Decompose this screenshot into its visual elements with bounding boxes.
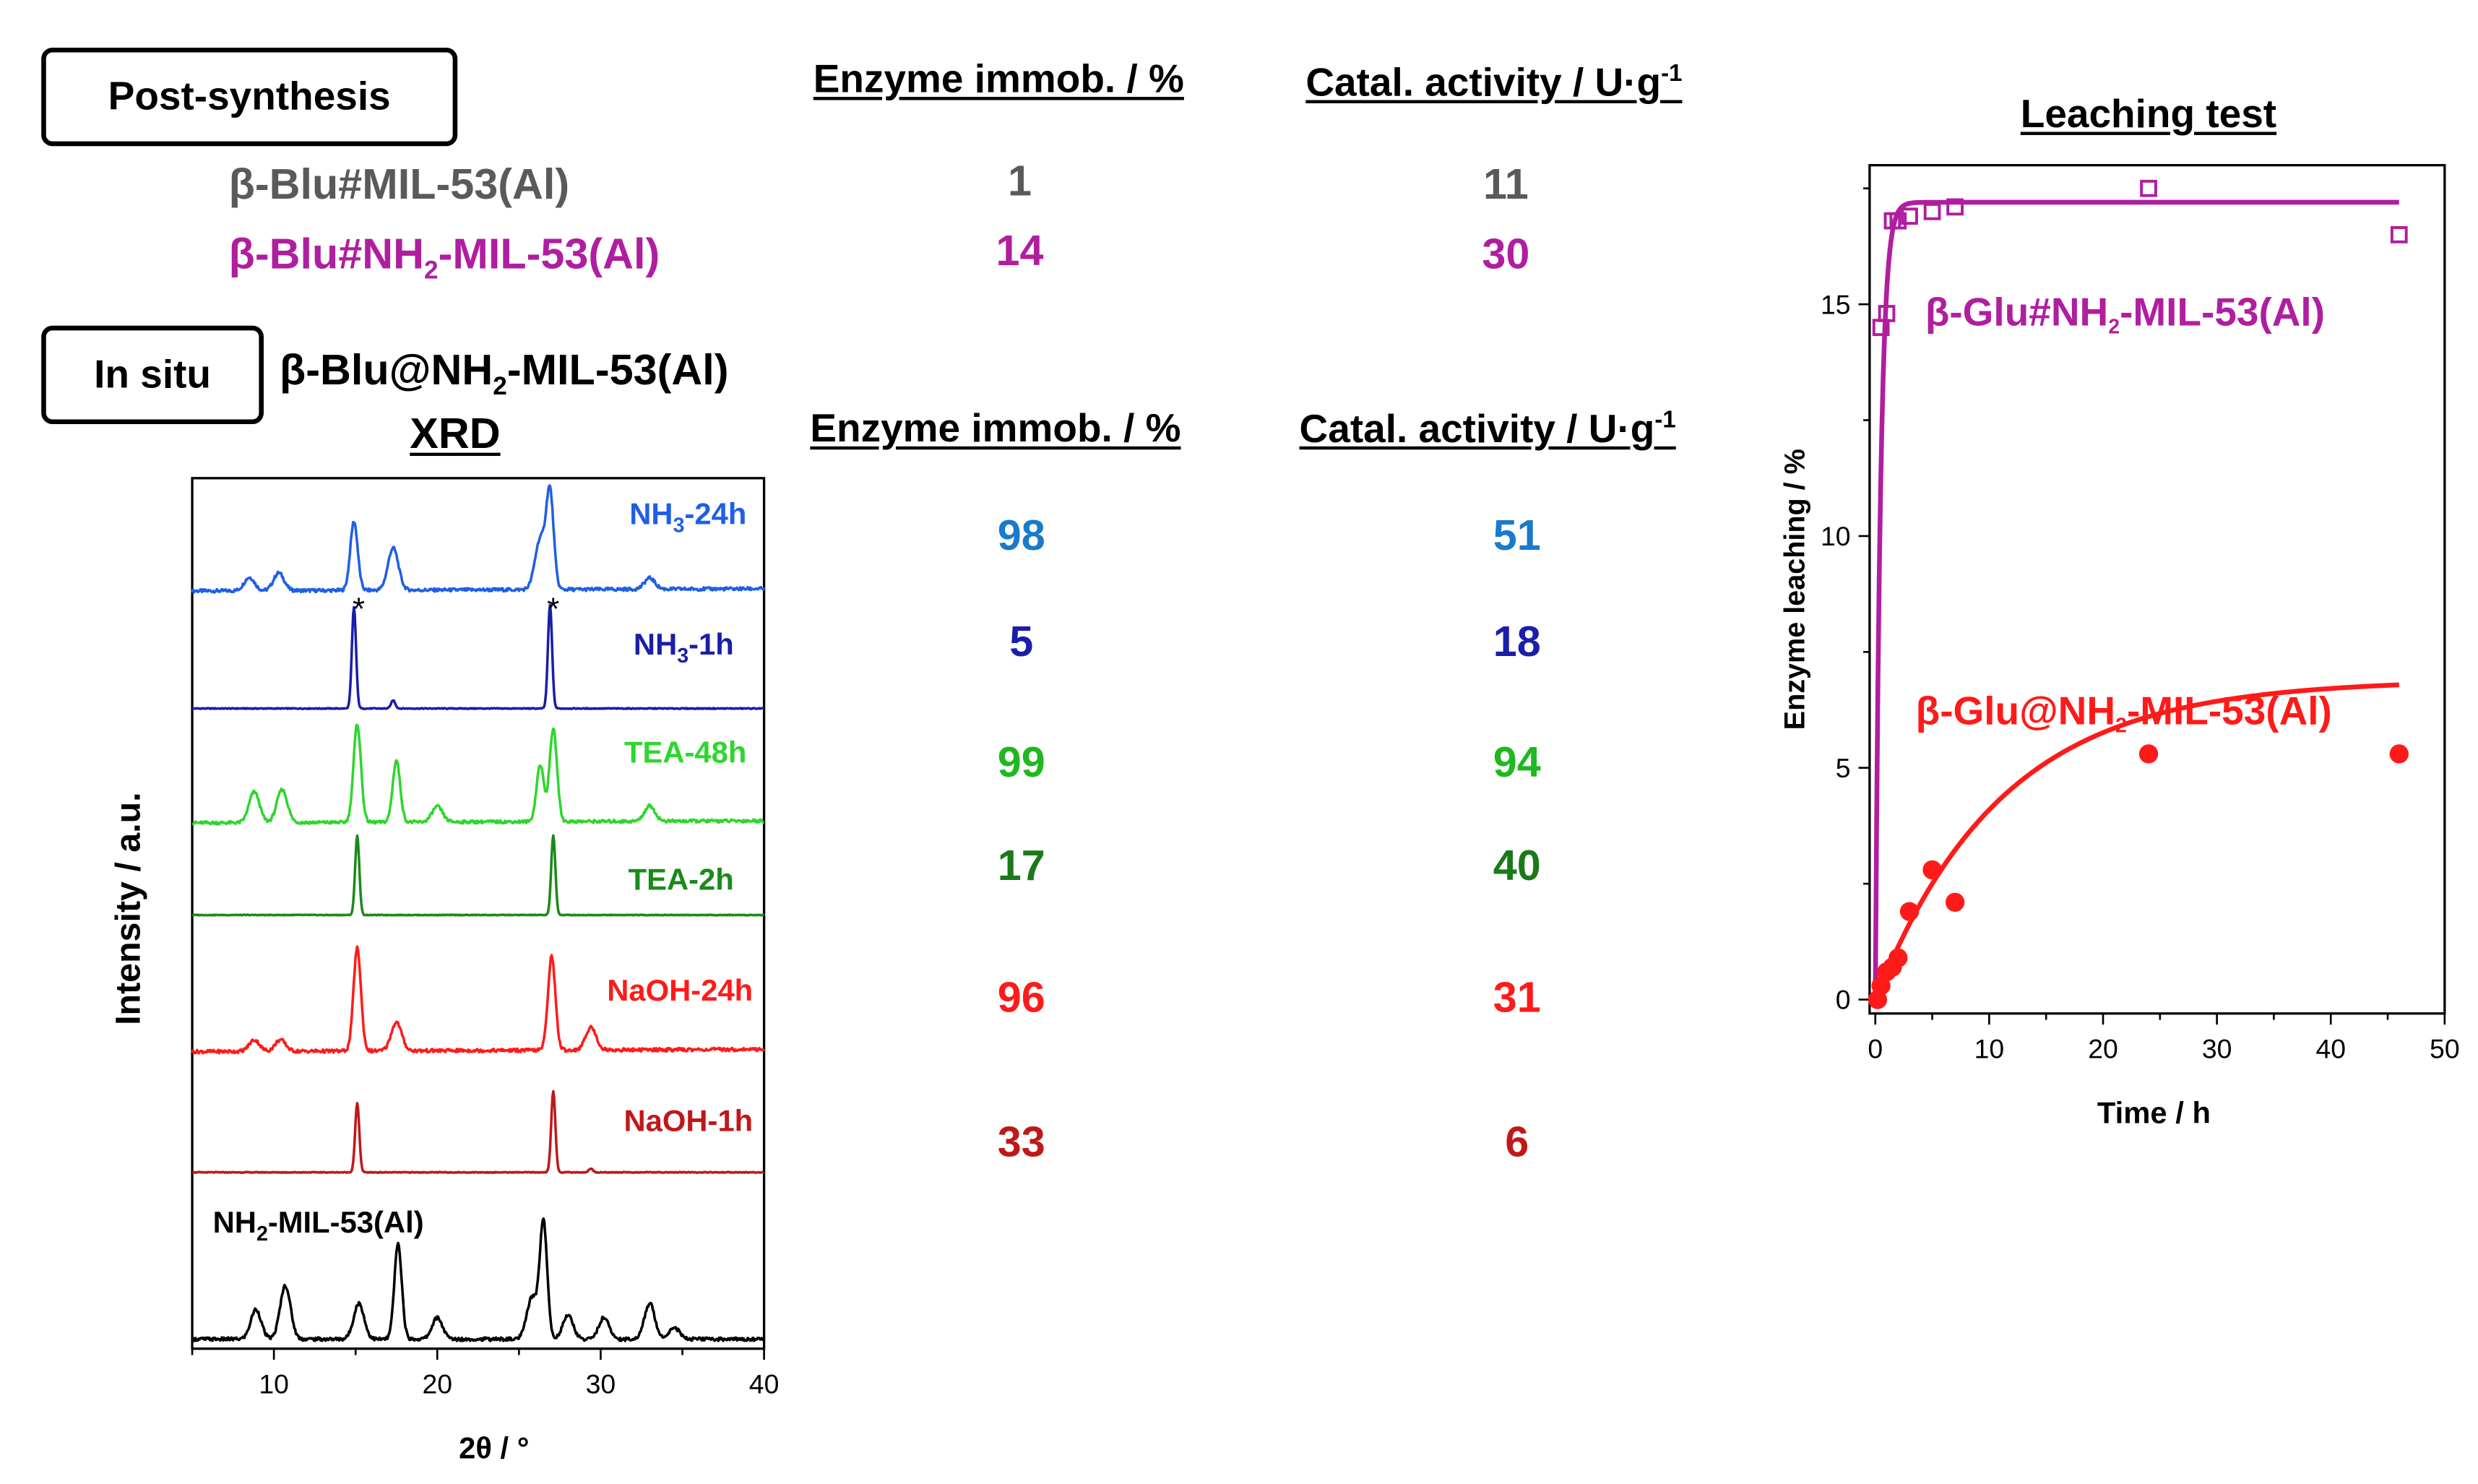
post-immob-header: Enzyme immob. / %: [813, 57, 1184, 102]
leach-data-point: [1889, 212, 1907, 230]
leach-data-point: [2390, 226, 2408, 243]
xrd-series-label: NaOH-24h: [607, 973, 753, 1007]
leach-frame: [1868, 164, 2446, 1015]
in-situ-material: β-Blu@NH2-MIL-53(Al): [279, 346, 729, 401]
leach-data-point: [1945, 892, 1965, 912]
insitu-row-activity: 6: [1505, 1118, 1529, 1166]
leach-y-tick-label: 0: [1836, 985, 1851, 1015]
insitu-row-activity: 18: [1493, 618, 1541, 666]
xrd-peak-marker: *: [547, 592, 559, 627]
xrd-series-line: [191, 723, 765, 826]
xrd-series-label: NaOH-1h: [624, 1103, 754, 1137]
leach-y-tick-label: 10: [1821, 521, 1851, 551]
leach-data-point: [1901, 207, 1918, 225]
xrd-title: XRD: [410, 410, 501, 458]
insitu-row-immob: 99: [997, 738, 1045, 787]
post-row-activity: 30: [1482, 230, 1530, 278]
xrd-frame: [191, 477, 766, 1350]
in-situ-label: In situ: [94, 352, 211, 397]
xrd-x-axis-label: 2θ / °: [459, 1431, 529, 1464]
xrd-series-label: NH3-24h: [629, 497, 746, 538]
leach-fit-line: [1873, 682, 2399, 1001]
post-row-immob: 14: [996, 227, 1044, 275]
insitu-row-activity: 94: [1493, 738, 1541, 787]
leaching-title: Leaching test: [2020, 92, 2277, 137]
xrd-series-line: [191, 484, 766, 594]
leach-data-point: [2140, 179, 2157, 197]
leach-y-tick-label: 5: [1836, 753, 1851, 783]
leach-x-tick-label: 10: [1974, 1033, 2005, 1064]
insitu-immob-header: Enzyme immob. / %: [810, 406, 1181, 452]
leach-x-tick-label: 0: [1868, 1033, 1883, 1064]
insitu-activity-header: Catal. activity / U·g-1: [1299, 406, 1676, 452]
xrd-x-tick-label: 20: [422, 1368, 452, 1399]
leach-data-point: [1878, 305, 1896, 322]
in-situ-box: In situ: [41, 325, 264, 425]
insitu-row-immob: 33: [997, 1118, 1045, 1166]
post-row-immob: 1: [1008, 157, 1032, 205]
xrd-x-tick-label: 10: [259, 1368, 289, 1399]
xrd-series-line: [191, 1090, 765, 1174]
leach-series-label: β-Glu@NH2-MIL-53(Al): [1916, 689, 2332, 738]
xrd-series-label: NH2-MIL-53(Al): [213, 1205, 424, 1246]
leach-data-point: [2389, 744, 2409, 764]
xrd-series-label: TEA-2h: [629, 862, 734, 896]
leach-x-tick-label: 30: [2202, 1033, 2232, 1064]
insitu-row-immob: 98: [997, 511, 1045, 559]
leach-data-point: [2138, 744, 2159, 764]
xrd-peak-marker: *: [353, 592, 365, 627]
post-synthesis-box: Post-synthesis: [41, 47, 458, 147]
xrd-series-label: TEA-48h: [624, 735, 746, 769]
post-activity-header: Catal. activity / U·g-1: [1305, 60, 1683, 105]
xrd-series-line: [191, 945, 766, 1055]
post-row-activity: 11: [1482, 160, 1529, 209]
leach-series-label: β-Glu#NH2-MIL-53(Al): [1925, 290, 2325, 339]
insitu-row-immob: 17: [997, 842, 1045, 890]
leach-data-point: [1923, 202, 1941, 220]
xrd-series-line: [191, 1217, 765, 1342]
insitu-row-activity: 31: [1493, 973, 1541, 1022]
xrd-series-label: NH3-1h: [634, 627, 734, 668]
leach-y-tick-label: 15: [1821, 289, 1851, 319]
xrd-x-tick-label: 30: [586, 1368, 616, 1399]
leach-x-tick-label: 40: [2315, 1033, 2346, 1064]
leach-x-tick-label: 20: [2088, 1033, 2118, 1064]
xrd-y-axis-label: Intensity / a.u.: [108, 792, 147, 1024]
leach-data-point: [1922, 860, 1942, 880]
post-synthesis-label: Post-synthesis: [108, 74, 391, 118]
post-row-name: β-Blu#MIL-53(Al): [228, 160, 570, 209]
leach-data-point: [1899, 902, 1920, 921]
xrd-series-line: [191, 834, 765, 917]
insitu-row-immob: 5: [1009, 618, 1034, 666]
xrd-x-tick-label: 40: [749, 1368, 780, 1399]
insitu-row-activity: 51: [1493, 511, 1541, 559]
leach-data-point: [1888, 948, 1908, 967]
post-row-name: β-Blu#NH2-MIL-53(Al): [228, 230, 660, 285]
leach-y-axis-label: Enzyme leaching / %: [1779, 449, 1811, 730]
leach-x-axis-label: Time / h: [2097, 1095, 2211, 1129]
xrd-series-line: [191, 603, 765, 710]
leach-data-point: [1946, 198, 1964, 216]
insitu-row-activity: 40: [1493, 842, 1541, 890]
leach-x-tick-label: 50: [2430, 1033, 2460, 1064]
insitu-row-immob: 96: [997, 973, 1045, 1022]
